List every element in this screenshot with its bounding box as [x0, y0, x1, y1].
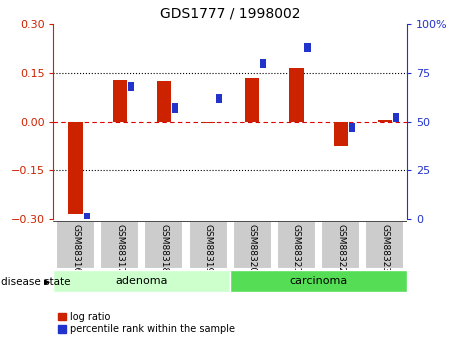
Bar: [172, 104, 178, 112]
Bar: [245, 78, 259, 122]
Bar: [145, 221, 183, 269]
Bar: [128, 82, 134, 91]
Bar: [365, 221, 404, 269]
Bar: [56, 221, 95, 269]
Bar: [393, 113, 399, 122]
Bar: [53, 270, 230, 292]
Text: carcinoma: carcinoma: [289, 276, 348, 286]
Bar: [260, 59, 266, 68]
Bar: [84, 213, 90, 222]
Title: GDS1777 / 1998002: GDS1777 / 1998002: [160, 6, 300, 20]
Bar: [277, 221, 316, 269]
Bar: [305, 43, 311, 52]
Bar: [349, 123, 355, 132]
Bar: [233, 221, 272, 269]
Bar: [216, 94, 222, 103]
Text: GSM88321: GSM88321: [292, 224, 301, 273]
Bar: [230, 270, 407, 292]
Legend: log ratio, percentile rank within the sample: log ratio, percentile rank within the sa…: [58, 312, 235, 334]
Bar: [189, 221, 227, 269]
Text: GSM88319: GSM88319: [204, 224, 213, 274]
Bar: [201, 122, 215, 123]
Text: GSM88317: GSM88317: [115, 224, 124, 274]
Bar: [333, 122, 348, 146]
Bar: [321, 221, 360, 269]
Bar: [157, 81, 171, 122]
Bar: [100, 221, 139, 269]
Text: adenoma: adenoma: [116, 276, 168, 286]
Text: GSM88323: GSM88323: [380, 224, 389, 273]
Bar: [289, 68, 304, 122]
Text: GSM88318: GSM88318: [159, 224, 168, 274]
Bar: [113, 80, 127, 122]
Text: disease state: disease state: [1, 277, 71, 287]
Bar: [68, 122, 83, 214]
Text: GSM88316: GSM88316: [71, 224, 80, 274]
Text: GSM88322: GSM88322: [336, 224, 345, 273]
Bar: [378, 120, 392, 122]
Text: GSM88320: GSM88320: [248, 224, 257, 273]
